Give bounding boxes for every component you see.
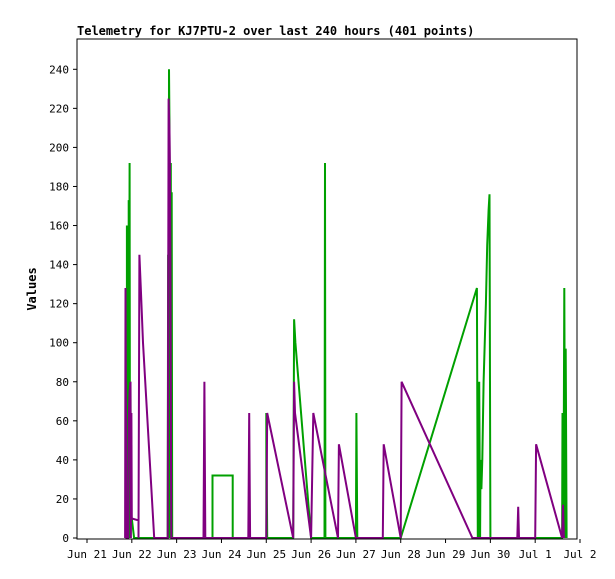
y-tick-label: 220 bbox=[49, 102, 69, 115]
y-tick-label: 80 bbox=[56, 376, 69, 389]
x-tick-label: Jun 28 bbox=[381, 548, 421, 561]
x-tick-label: Jun 21 bbox=[67, 548, 107, 561]
series-line-2 bbox=[124, 98, 565, 539]
y-tick-label: 120 bbox=[49, 298, 69, 311]
y-tick-label: 140 bbox=[49, 259, 69, 272]
x-tick-label: Jun 30 bbox=[470, 548, 510, 561]
x-tick-label: Jun 24 bbox=[202, 548, 242, 561]
x-tick-label: Jul 1 bbox=[519, 548, 552, 561]
x-tick-label: Jul 2 bbox=[563, 548, 596, 561]
x-tick-label: Jun 25 bbox=[246, 548, 286, 561]
y-tick-label: 100 bbox=[49, 337, 69, 350]
y-axis-label: Values bbox=[25, 267, 39, 310]
x-axis-ticks: Jun 21 Jun 22 Jun 23 Jun 24 Jun 25 Jun 26 Jun … bbox=[67, 539, 597, 561]
y-tick-label: 20 bbox=[56, 493, 69, 506]
x-tick-label: Jun 26 bbox=[291, 548, 331, 561]
y-tick-label: 200 bbox=[49, 141, 69, 154]
x-tick-label: Jun 27 bbox=[336, 548, 376, 561]
series-layer bbox=[124, 69, 568, 539]
x-tick-label: Jun 23 bbox=[157, 548, 197, 561]
chart-title: Telemetry for KJ7PTU-2 over last 240 hou… bbox=[77, 24, 474, 38]
y-tick-label: 180 bbox=[49, 180, 69, 193]
y-axis-ticks: 0 20 40 60 80 100 120 140 160 180 200 220 240 bbox=[49, 63, 77, 545]
y-tick-label: 60 bbox=[56, 415, 69, 428]
y-tick-label: 240 bbox=[49, 63, 69, 76]
y-tick-label: 160 bbox=[49, 220, 69, 233]
x-tick-label: Jun 22 bbox=[112, 548, 152, 561]
y-tick-label: 0 bbox=[62, 532, 69, 545]
x-tick-label: Jun 29 bbox=[426, 548, 466, 561]
y-tick-label: 40 bbox=[56, 454, 69, 467]
plot-frame bbox=[76, 38, 578, 540]
